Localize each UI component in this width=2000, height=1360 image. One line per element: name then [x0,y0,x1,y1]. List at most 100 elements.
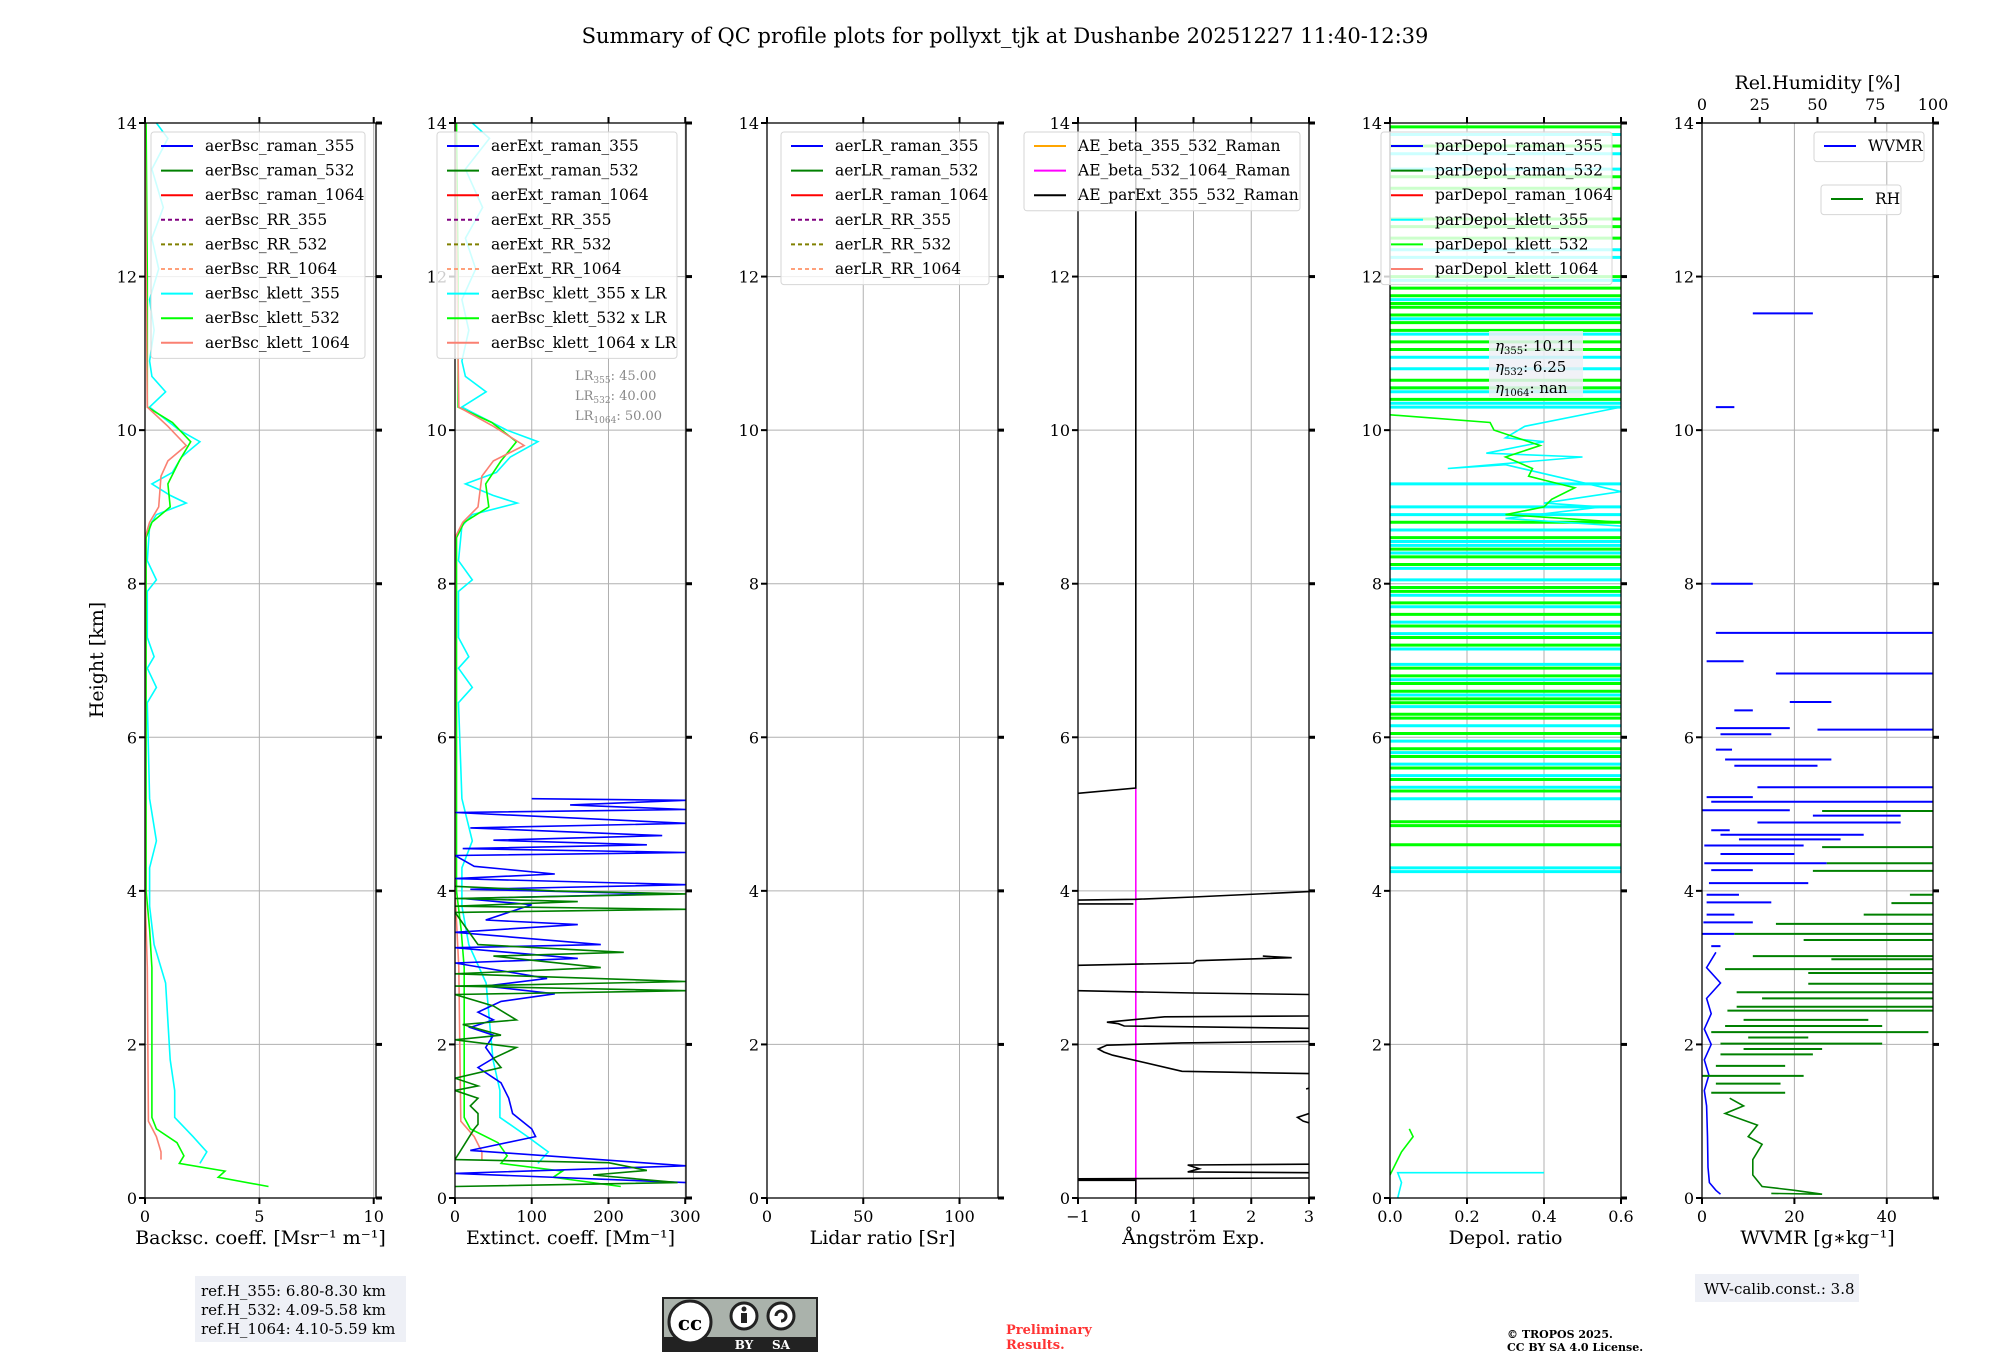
y-tick-label: 0 [749,1189,759,1208]
legend-label: parDepol_raman_532 [1435,162,1603,180]
legend-item: aerBsc_RR_1064 [161,260,337,278]
legend-item: parDepol_raman_532 [1391,162,1603,180]
legend-label: aerExt_RR_355 [491,211,612,229]
series-pardepol-klett-355 [1447,406,1621,527]
legend-item: aerBsc_RR_532 [161,235,327,253]
copyright-line2: CC BY SA 4.0 License. [1507,1341,1643,1354]
legend-item: parDepol_klett_532 [1391,235,1588,253]
series-ae-parext-355-532-raman-segment [1096,1040,1309,1075]
axes-frame [144,122,377,1199]
legend-item: parDepol_klett_1064 [1391,260,1598,278]
series-aerext-raman-532 [455,885,686,1188]
y-tick-label: 4 [1684,882,1694,901]
legend-item: parDepol_raman_355 [1391,137,1603,155]
series-aerbsc-klett-1064-x-lr [455,123,526,1160]
legend-item: aerBsc_raman_1064 [161,186,365,204]
top-x-tick-label: 25 [1750,95,1770,114]
eta-note: η1064: nan [1495,379,1568,399]
x-axis-label: WVMR [g∗kg⁻¹] [1740,1227,1894,1249]
y-tick-label: 10 [117,421,137,440]
series-pardepol-klett-532 [1390,414,1621,524]
series-group [1702,312,1933,1195]
legend-label: aerExt_raman_1064 [491,186,649,204]
x-tick-label: 10 [364,1207,384,1226]
y-tick-label: 4 [127,882,137,901]
legend-item: aerLR_raman_1064 [791,186,988,204]
x-tick-label: 3 [1304,1207,1314,1226]
ref-height-box: ref.H_355: 6.80-8.30 km ref.H_532: 4.09-… [195,1276,406,1342]
y-tick-label: 14 [1050,114,1070,133]
series-ae-parext-355-532-raman-segment [1078,1177,1309,1180]
y-tick-label: 6 [749,728,759,747]
x-axis-label: Ångström Exp. [1121,1227,1265,1249]
legend-item: AE_parExt_355_532_Raman [1034,186,1299,204]
legend: parDepol_raman_355 parDepol_raman_532 parD… [1380,131,1613,286]
y-tick-label: 2 [1684,1035,1694,1054]
y-tick-label: 8 [437,575,447,594]
y-tick-label: 14 [1362,114,1382,133]
series-ae-parext-355-532-raman-segment [1078,890,1309,901]
x-tick-label: 0 [140,1207,150,1226]
legend-item: aerLR_RR_1064 [791,260,961,278]
legend-label: aerLR_raman_355 [835,137,978,155]
legend-item: aerLR_raman_355 [791,137,978,155]
legend-label: aerBsc_klett_1064 [205,334,350,352]
legend-label: aerBsc_raman_532 [205,162,355,180]
legend-label: WVMR [1868,137,1924,155]
y-tick-label: 14 [1674,114,1694,133]
y-tick-label: 8 [1060,575,1070,594]
legend-item: aerBsc_klett_355 x LR [447,285,668,303]
series-ae-parext-355-532-raman-segment [1078,123,1137,795]
y-tick-label: 2 [749,1035,759,1054]
legend-label: aerLR_RR_355 [835,211,951,229]
legend-label: aerExt_RR_1064 [491,260,622,278]
sa-share-alike-icon [766,1301,796,1331]
legend-item: AE_beta_355_532_Raman [1034,137,1280,155]
cc-by-text: BY [735,1338,754,1352]
legend-label: aerBsc_RR_355 [205,211,327,229]
y-tick-label: 2 [437,1035,447,1054]
legend-label: aerExt_raman_532 [491,162,639,180]
y-tick-label: 8 [127,575,137,594]
legend-label: aerExt_raman_355 [491,137,639,155]
y-tick-label: 6 [127,728,137,747]
legend-item: aerBsc_klett_1064 [161,334,350,352]
x-tick-label: 20 [1784,1207,1804,1226]
x-tick-label: 300 [670,1207,701,1226]
legend: WVMR [1813,131,1925,163]
legend-label: parDepol_raman_1064 [1435,186,1613,204]
legend-label: aerBsc_klett_532 x LR [491,309,668,327]
series-wvmr [1703,951,1722,1195]
y-tick-label: 10 [1050,421,1070,440]
y-tick-label: 0 [1372,1189,1382,1208]
x-axis-label: Backsc. coeff. [Msr⁻¹ m⁻¹] [135,1227,386,1249]
top-x-tick-label: 75 [1865,95,1885,114]
y-tick-label: 12 [117,268,137,287]
preliminary-note-line1: Preliminary [1006,1323,1092,1338]
legend: aerBsc_raman_355 aerBsc_raman_532 aerBsc_r… [150,131,366,359]
axes-frame [766,122,999,1199]
series-ae-parext-355-532-raman-segment [1078,955,1292,967]
legend-item: aerExt_RR_1064 [447,260,622,278]
legend-label: aerBsc_klett_1064 x LR [491,334,678,352]
y-tick-label: 12 [739,268,759,287]
series-pardepol-klett-532 [1390,1128,1415,1176]
legend-item: aerExt_raman_355 [447,137,639,155]
legend-item: aerLR_RR_532 [791,235,951,253]
legend-item: aerBsc_klett_532 x LR [447,309,668,327]
legend-item: parDepol_klett_355 [1391,211,1588,229]
legend-label: aerLR_raman_1064 [835,186,988,204]
legend-item: aerBsc_raman_532 [161,162,355,180]
y-tick-label: 10 [427,421,447,440]
legend-item: aerBsc_klett_355 [161,285,340,303]
y-tick-label: 12 [1674,268,1694,287]
top-x-axis-label: Rel.Humidity [%] [1734,72,1900,94]
x-tick-label: 0.4 [1531,1207,1556,1226]
copyright-line1: © TROPOS 2025. [1507,1328,1613,1341]
x-tick-label: 100 [944,1207,975,1226]
legend-label: parDepol_raman_355 [1435,137,1603,155]
